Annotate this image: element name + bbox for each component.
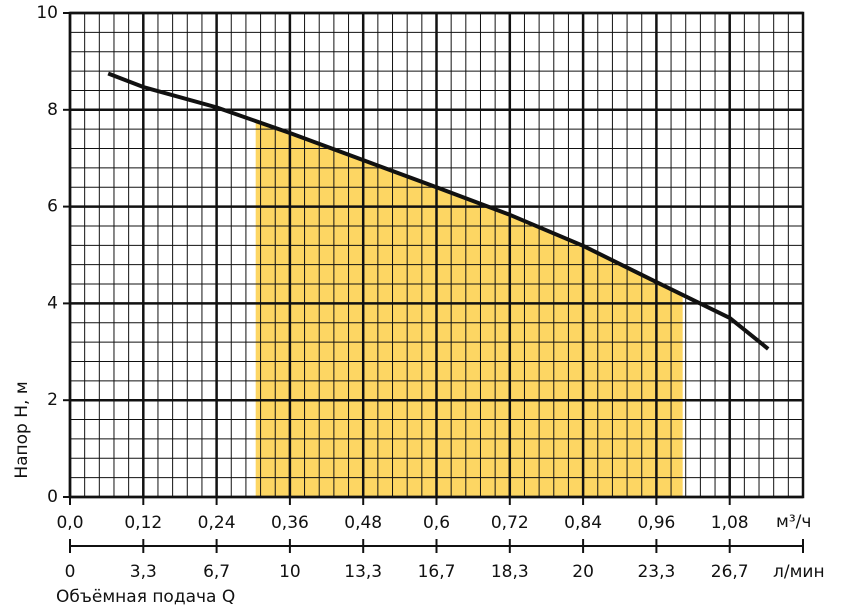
x2-tick-label: 10 [279, 562, 301, 582]
x2-tick-label: 6,7 [203, 562, 230, 582]
y-tick-label: 8 [47, 100, 58, 120]
line [107, 71, 770, 351]
x-tick-label: 0,0 [56, 513, 83, 533]
x2-tick-label: 13,3 [344, 562, 382, 582]
plot-frame [68, 11, 805, 499]
y-tick-label: 6 [47, 197, 58, 217]
x-tick-label: 1,08 [711, 513, 749, 533]
operating-range [255, 121, 683, 497]
x-tick-label: 0,84 [564, 513, 602, 533]
x-unit: м³/ч [776, 512, 811, 532]
x-tick-label: 0,48 [344, 513, 382, 533]
x2-tick-label: 20 [572, 562, 594, 582]
x2-tick-label: 23,3 [637, 562, 675, 582]
x2-unit: л/мин [773, 562, 825, 582]
x2-tick-label: 18,3 [491, 562, 529, 582]
x2-tick-label: 16,7 [418, 562, 456, 582]
y-tick-label: 2 [47, 390, 58, 410]
x2-tick-label: 3,3 [130, 562, 157, 582]
x2-tick-label: 26,7 [711, 562, 749, 582]
x-tick-label: 0,12 [124, 513, 162, 533]
y-axis-label: Напор H, м [12, 381, 32, 478]
x-tick-label: 0,96 [637, 513, 675, 533]
x-axis-label: Объёмная подача Q [56, 587, 235, 607]
x-tick-label: 0,6 [423, 513, 450, 533]
x2-tick-label: 0 [65, 562, 76, 582]
x-tick-label: 0,72 [491, 513, 529, 533]
x-tick-label: 0,24 [198, 513, 236, 533]
y-tick-label: 0 [47, 487, 58, 507]
y-tick-label: 10 [36, 3, 58, 23]
y-tick-label: 4 [47, 293, 58, 313]
x-tick-label: 0,36 [271, 513, 309, 533]
